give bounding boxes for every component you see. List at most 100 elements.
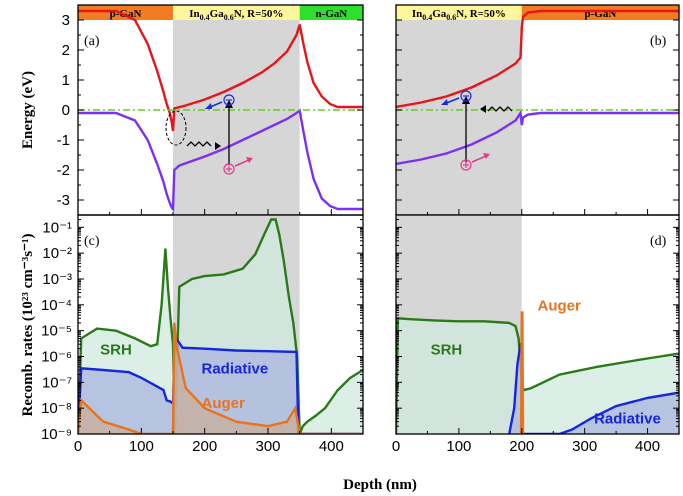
ticks-c: 10⁻⁹ 10⁻⁸ 10⁻⁷ 10⁻⁶ 10⁻⁵ 10⁻⁴ 10⁻³ 10⁻² 10⁻¹ 0 100… (41, 219, 364, 455)
arrow-head-icon (441, 99, 448, 105)
arrow-head-icon (205, 103, 212, 109)
axes-frame-d (395, 214, 680, 435)
hole-icon (460, 159, 472, 171)
arrow-head-icon (462, 96, 470, 104)
valence-line-a (78, 108, 363, 213)
y-tick-label: 10⁻⁸ (41, 400, 72, 417)
shaded-quantum-well-b (396, 20, 522, 215)
shaded-quantum-well-a (173, 20, 300, 215)
x-tick-label: 100 (446, 438, 471, 455)
region-label-part: 0.4 (200, 13, 210, 22)
x-tick-label: 0 (392, 438, 400, 455)
arrow-head-icon (225, 100, 233, 108)
panel-c: 10⁻⁹ 10⁻⁸ 10⁻⁷ 10⁻⁶ 10⁻⁵ 10⁻⁴ 10⁻³ 10⁻² 10⁻¹ 0 100… (41, 214, 364, 455)
annotation-radiative: Radiative (202, 360, 269, 377)
wavy-arrow-icon (186, 141, 212, 147)
arrow-head-icon (215, 142, 221, 150)
conduction-line-a (78, 9, 363, 132)
region-band-2 (299, 5, 363, 20)
wavy-arrow-icon (487, 106, 513, 112)
hole-arrow (471, 155, 487, 163)
region-band-0 (396, 5, 522, 20)
radiative-line-d (508, 343, 679, 434)
panel-label-c: (c) (84, 234, 100, 249)
y-tick-label: -1 (57, 132, 70, 149)
y-tick-label: 10⁻² (42, 245, 72, 262)
srh-area-d (396, 318, 679, 434)
annotation-srh: SRH (100, 341, 132, 358)
hole-arrow (234, 159, 250, 167)
y-tick-label: 10⁻³ (42, 271, 72, 288)
axes-frame-c (77, 214, 364, 435)
arrow-head-icon (483, 153, 490, 159)
region-label-1: In0.4Ga0.6N, R=50% (189, 8, 283, 22)
region-label-0: In0.4Ga0.6N, R=50% (412, 8, 506, 22)
x-tick-label: 300 (255, 438, 280, 455)
panel-b: In0.4Ga0.6N, R=50% p-GaN (b) (395, 4, 680, 216)
x-tick-label: 400 (635, 438, 660, 455)
region-label-part: 0.6 (224, 13, 234, 22)
electron-icon (460, 90, 472, 102)
arrow-head-icon (480, 105, 486, 113)
band-lines-b (396, 9, 679, 166)
y-tick-label: 10⁻¹ (42, 219, 72, 236)
x-axis-label: Depth (nm) (343, 477, 417, 493)
region-label-part: Ga (210, 8, 225, 20)
region-label-part: 0.6 (446, 13, 456, 22)
y-axis-label-energy: Energy (eV) (20, 71, 36, 149)
auger-line-c (78, 322, 363, 434)
panel-label-b: (b) (650, 34, 667, 49)
carrier-sketch-b (441, 90, 513, 171)
rate-areas-c (78, 218, 363, 434)
y-tick-label: 10⁻⁴ (41, 297, 72, 314)
annotation-auger: Auger (538, 298, 582, 315)
carrier-sketch-a (165, 94, 253, 175)
region-band-1 (521, 5, 679, 20)
y-tick-label: 0 (62, 102, 70, 119)
arrow-head-icon (246, 157, 253, 163)
radiative-area-d (509, 344, 679, 434)
x-tick-label: 100 (129, 438, 154, 455)
y-axis-label-recomb: Recomb. rates (10²³ cm⁻³s⁻¹) (20, 234, 36, 417)
y-tick-label: -2 (57, 162, 70, 179)
region-band-0 (78, 5, 173, 20)
conduction-line-b (396, 9, 679, 109)
region-label-part: Ga (432, 8, 447, 20)
panel-label-d: (d) (650, 234, 667, 249)
rate-areas-d (396, 311, 679, 434)
x-tick-label: 200 (192, 438, 217, 455)
x-tick-label: 300 (572, 438, 597, 455)
region-label-part: N, R=50% (456, 8, 506, 20)
y-tick-label: 2 (62, 42, 70, 59)
annotation-auger: Auger (202, 395, 246, 412)
electron-icon (223, 94, 235, 106)
panel-d: 0 100 200 300 400 SRH Auger Radiative (d) (392, 214, 680, 455)
ticks-d: 0 100 200 300 400 (392, 219, 680, 455)
y-tick-label: 10⁻⁹ (41, 426, 72, 443)
srh-line-d (396, 317, 679, 434)
valence-line-b (396, 109, 679, 166)
radiative-line-c (78, 332, 363, 434)
annotations-d: SRH Auger Radiative (431, 298, 661, 428)
srh-line-c (78, 218, 363, 434)
annotation-radiative: Radiative (594, 411, 661, 428)
band-lines-a (78, 9, 363, 213)
y-tick-label: 10⁻⁶ (41, 348, 72, 365)
region-label-part: In (412, 8, 422, 20)
hole-icon (223, 163, 235, 175)
region-bar-b: In0.4Ga0.6N, R=50% p-GaN (396, 5, 679, 22)
region-label-part: 0.4 (422, 13, 432, 22)
x-tick-label: 0 (74, 438, 82, 455)
region-label-part: In (189, 8, 199, 20)
region-label-2: n-GaN (315, 8, 347, 20)
region-label-part: N, R=50% (234, 8, 284, 20)
region-bar-a: p-GaN In0.4Ga0.6N, R=50% n-GaN (78, 5, 363, 22)
x-tick-label: 400 (319, 438, 344, 455)
y-tick-label: 3 (62, 12, 70, 29)
x-tick-label: 200 (509, 438, 534, 455)
annotation-srh: SRH (431, 341, 463, 358)
y-ticks-a: -3 -2 -1 0 1 2 3 (57, 12, 364, 215)
radiative-area-c (78, 336, 363, 434)
y-tick-label: 1 (62, 72, 70, 89)
